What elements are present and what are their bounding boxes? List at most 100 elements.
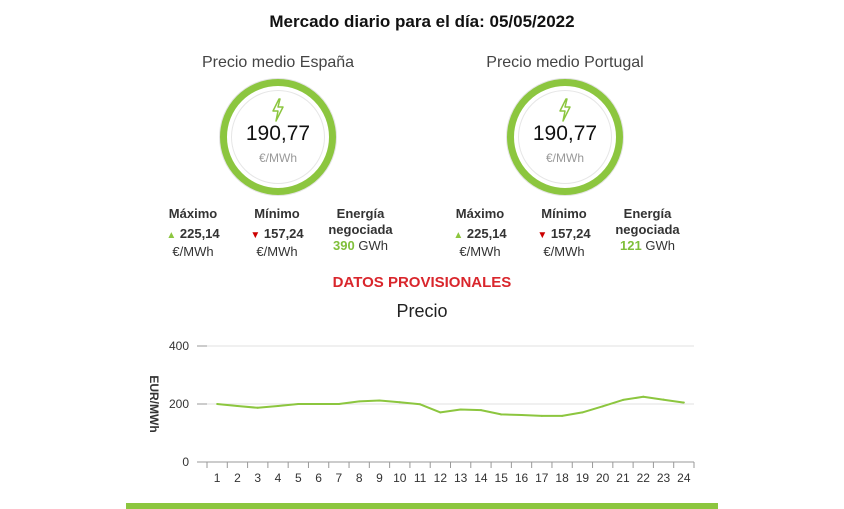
price-gauge: 190,77 €/MWh (507, 79, 623, 195)
energy-label: Energía (623, 206, 672, 221)
market-stats: Máximo ▲ 225,14 €/MWh Mínimo ▼ 157,24 €/… (435, 206, 695, 266)
min-unit: €/MWh (543, 244, 585, 259)
data-point (317, 403, 320, 405)
data-point (601, 405, 604, 408)
min-stat: Mínimo ▼ 157,24 €/MWh (232, 206, 322, 260)
x-tick-label: 11 (414, 471, 427, 485)
data-point (642, 395, 645, 398)
max-unit: €/MWh (172, 244, 214, 259)
energy-unit: GWh (645, 238, 675, 253)
y-tick-label: 200 (169, 397, 189, 411)
market-stats: Máximo ▲ 225,14 €/MWh Mínimo ▼ 157,24 €/… (148, 206, 408, 266)
x-tick-label: 13 (454, 471, 468, 485)
x-tick-label: 2 (234, 471, 241, 485)
average-price-value: 190,77 (532, 122, 598, 145)
average-price-value: 190,77 (245, 122, 311, 145)
data-point (500, 413, 503, 416)
data-point (297, 403, 300, 405)
data-point (216, 403, 219, 405)
x-tick-label: 22 (637, 471, 651, 485)
max-stat: Máximo ▲ 225,14 €/MWh (435, 206, 525, 260)
x-tick-label: 1 (214, 471, 221, 485)
data-point (561, 414, 564, 417)
x-tick-label: 18 (555, 471, 569, 485)
data-point (378, 399, 381, 402)
max-label: Máximo (455, 206, 505, 221)
min-value: 157,24 (550, 226, 591, 241)
min-label: Mínimo (254, 206, 300, 221)
data-point (581, 411, 584, 414)
market-portugal: Precio medio Portugal 190,77 €/MWh Máxim… (435, 54, 695, 259)
x-tick-label: 10 (393, 471, 407, 485)
y-tick-label: 0 (182, 455, 189, 469)
data-point (479, 409, 482, 412)
data-point (682, 401, 685, 404)
x-tick-label: 7 (336, 471, 343, 485)
x-tick-label: 6 (315, 471, 322, 485)
x-tick-label: 9 (376, 471, 383, 485)
min-label: Mínimo (541, 206, 587, 221)
data-point (419, 403, 422, 406)
chart-title: Precio (396, 301, 448, 321)
down-triangle-icon: ▼ (250, 230, 261, 241)
max-value: 225,14 (466, 226, 507, 241)
average-price-unit: €/MWh (258, 151, 297, 165)
x-tick-label: 24 (677, 471, 691, 485)
data-point (439, 411, 442, 414)
x-tick-label: 20 (596, 471, 610, 485)
x-tick-label: 23 (657, 471, 671, 485)
provisional-notice: DATOS PROVISIONALES (332, 274, 512, 291)
x-tick-label: 16 (515, 471, 529, 485)
max-label: Máximo (168, 206, 218, 221)
x-tick-label: 17 (535, 471, 549, 485)
min-unit: €/MWh (256, 244, 298, 259)
energy-value: 121 (620, 238, 642, 253)
data-point (662, 398, 665, 401)
energy-label-2: negociada (328, 222, 393, 237)
max-value: 225,14 (179, 226, 220, 241)
up-triangle-icon: ▲ (453, 230, 464, 241)
data-point (256, 406, 259, 409)
x-tick-label: 14 (474, 471, 488, 485)
price-gauge: 190,77 €/MWh (220, 79, 336, 195)
market-title: Precio medio España (201, 54, 355, 71)
energy-unit: GWh (358, 238, 388, 253)
y-axis-label: EUR/MWh (147, 375, 161, 432)
max-stat: Máximo ▲ 225,14 €/MWh (148, 206, 238, 260)
x-tick-label: 3 (254, 471, 261, 485)
x-tick-label: 21 (616, 471, 630, 485)
lightning-icon (272, 98, 284, 122)
data-point (337, 403, 340, 405)
data-point (277, 405, 280, 408)
energy-value: 390 (333, 238, 355, 253)
lightning-icon (559, 98, 571, 122)
bottom-accent-bar (126, 503, 718, 509)
x-tick-label: 15 (495, 471, 509, 485)
data-point (358, 400, 361, 403)
market-spain: Precio medio España 190,77 €/MWh Máximo … (148, 54, 408, 259)
max-unit: €/MWh (459, 244, 501, 259)
x-tick-label: 4 (275, 471, 282, 485)
energy-stat: Energía negociada 390 GWh (313, 206, 408, 254)
y-tick-label: 400 (169, 339, 189, 353)
x-tick-label: 19 (576, 471, 590, 485)
min-stat: Mínimo ▼ 157,24 €/MWh (519, 206, 609, 260)
page-title: Mercado diario para el día: 05/05/2022 (269, 12, 575, 31)
energy-label-2: negociada (615, 222, 680, 237)
data-point (540, 414, 543, 417)
x-tick-label: 5 (295, 471, 302, 485)
price-series-line (217, 395, 685, 417)
data-point (621, 398, 624, 401)
energy-stat: Energía negociada 121 GWh (600, 206, 695, 254)
market-title: Precio medio Portugal (486, 54, 644, 71)
x-tick-label: 12 (434, 471, 448, 485)
energy-label: Energía (336, 206, 385, 221)
average-price-unit: €/MWh (545, 151, 584, 165)
data-point (459, 408, 462, 411)
data-point (236, 405, 239, 408)
data-point (520, 414, 523, 417)
min-value: 157,24 (263, 226, 304, 241)
down-triangle-icon: ▼ (537, 230, 548, 241)
up-triangle-icon: ▲ (166, 230, 177, 241)
